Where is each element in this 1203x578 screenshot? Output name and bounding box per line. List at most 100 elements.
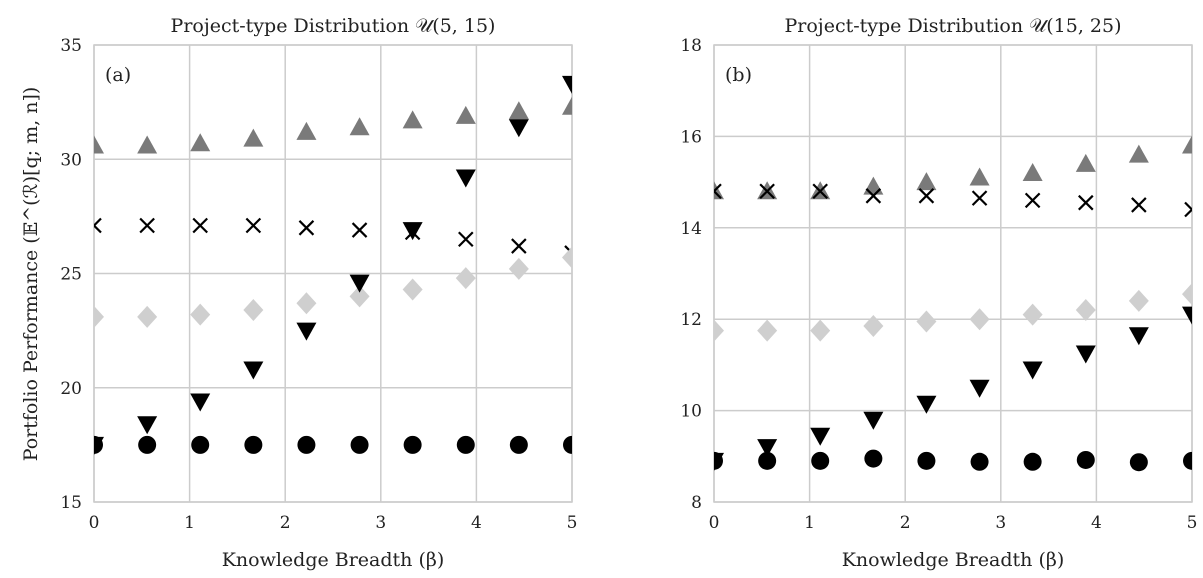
diamond-point	[1075, 299, 1096, 322]
diamond-point	[1182, 283, 1192, 306]
plot-area	[714, 45, 1192, 502]
x-point	[458, 231, 474, 248]
circle-point	[811, 451, 830, 470]
triangle-up-point	[349, 117, 370, 136]
x-point	[812, 183, 828, 200]
circle-point	[509, 435, 528, 454]
triangle-down-point	[916, 395, 937, 414]
chart-panel-1: 0 1 2 3 4 5 15 20 25 30 35 Project-type Distributio…	[60, 15, 578, 571]
triangle-down-point	[402, 222, 423, 241]
triangle-up-point	[1128, 144, 1149, 163]
plot-frame	[713, 44, 1193, 503]
x-tick-label: 5	[567, 513, 578, 533]
x-point	[94, 217, 102, 234]
triangle-down-point	[1075, 345, 1096, 364]
x-point	[245, 217, 262, 234]
x-point	[918, 188, 935, 204]
triangle-up-point	[455, 105, 476, 124]
circle-point	[1076, 450, 1095, 469]
diamond-point	[562, 246, 572, 269]
triangle-up-point	[562, 96, 572, 115]
triangle-down-point	[349, 274, 370, 293]
y-tick-label: 12	[680, 310, 702, 330]
x-axis-label: Knowledge Breadth (β)	[222, 549, 445, 571]
circle-point	[403, 435, 422, 454]
y-tick-label: 20	[60, 379, 82, 399]
circle-point	[191, 435, 210, 454]
x-axis-label: Knowledge Breadth (β)	[842, 549, 1065, 571]
triangle-down-point	[508, 119, 529, 138]
x-point	[139, 217, 155, 234]
circle-point	[350, 435, 369, 454]
circle-point	[297, 435, 316, 454]
triangle-up-point	[402, 110, 423, 129]
x-point	[192, 217, 208, 234]
triangle-up-point	[137, 135, 158, 154]
triangle-up-point	[190, 133, 211, 152]
x-tick-label: 2	[900, 513, 911, 533]
triangle-up-point	[1022, 162, 1043, 181]
triangle-up-point	[296, 121, 317, 140]
x-point	[298, 220, 315, 236]
triangle-down-point	[296, 322, 317, 341]
triangle-down-point	[969, 379, 990, 398]
diamond-point	[969, 308, 990, 331]
y-tick-label: 8	[691, 493, 702, 513]
x-point	[865, 188, 882, 204]
y-axis-label: Portfolio Performance (𝔼^(ℛ)[q; m, n])	[20, 87, 42, 462]
diamond-point	[455, 267, 476, 290]
panel-label: (a)	[105, 64, 131, 86]
circle-point	[1023, 452, 1042, 471]
circle-point	[94, 435, 103, 454]
y-tick-label: 35	[60, 36, 82, 56]
diamond-point	[810, 319, 831, 342]
diamond-point	[863, 315, 884, 338]
circle-point	[244, 435, 263, 454]
diamond-point	[402, 278, 423, 301]
circle-point	[758, 451, 777, 470]
y-tick-label: 16	[680, 127, 702, 147]
chart-title: Project-type Distribution 𝒰(15, 25)	[785, 15, 1122, 37]
diamond-point	[714, 319, 724, 342]
triangle-down-point	[1182, 306, 1192, 325]
triangle-down-point	[1022, 361, 1043, 380]
diamond-point	[349, 285, 370, 308]
triangle-down-point	[810, 427, 831, 446]
y-tick-label: 14	[680, 219, 702, 239]
y-tick-label: 10	[680, 402, 702, 422]
x-point	[1131, 197, 1147, 213]
triangle-down-point	[757, 439, 778, 458]
markers	[714, 135, 1192, 472]
circle-point	[456, 435, 475, 454]
x-point	[1024, 192, 1041, 209]
triangle-down-point	[562, 75, 572, 94]
x-tick-label: 1	[804, 513, 815, 533]
y-tick-label: 25	[60, 265, 82, 285]
diamond-point	[757, 319, 778, 342]
x-tick-label: 3	[375, 513, 386, 533]
plot-frame	[93, 44, 573, 503]
x-point	[511, 238, 527, 254]
x-tick-label: 4	[471, 513, 482, 533]
triangle-down-point	[243, 361, 264, 380]
x-tick-label: 5	[1187, 513, 1198, 533]
triangle-up-point	[94, 135, 104, 154]
diamond-point	[243, 299, 264, 322]
x-tick-label: 1	[184, 513, 195, 533]
circle-point	[138, 435, 157, 454]
circle-point	[864, 449, 883, 468]
triangle-up-point	[916, 172, 937, 191]
triangle-up-point	[508, 101, 529, 120]
diamond-point	[296, 292, 317, 315]
diamond-point	[916, 310, 937, 333]
diamond-point	[1128, 289, 1149, 312]
x-tick-label: 0	[89, 513, 100, 533]
triangle-up-point	[243, 128, 264, 147]
x-tick-label: 4	[1091, 513, 1102, 533]
x-point	[971, 190, 988, 206]
x-point	[1078, 194, 1094, 211]
circle-point	[714, 451, 723, 470]
x-point	[1184, 201, 1192, 218]
